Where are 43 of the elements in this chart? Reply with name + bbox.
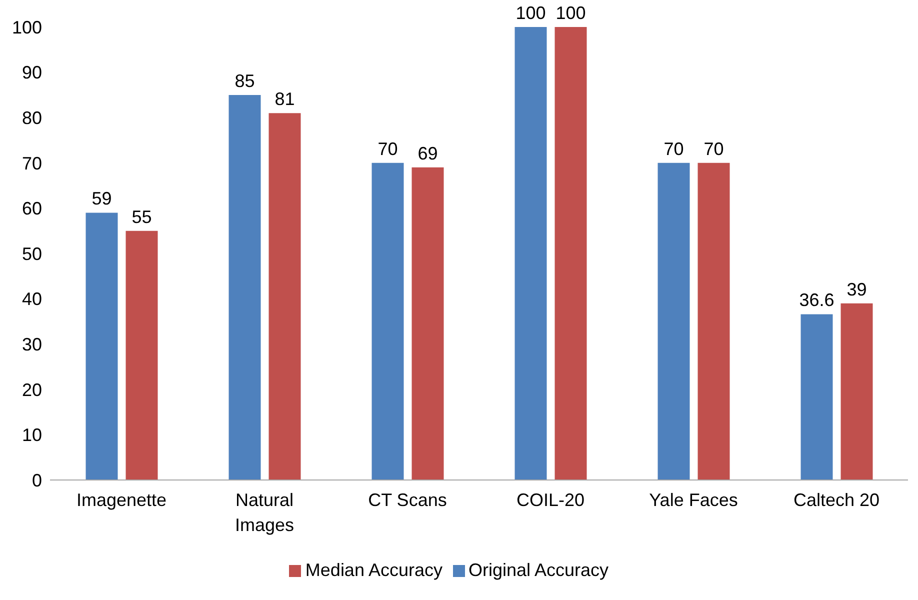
data-label: 100 bbox=[516, 3, 546, 23]
data-label: 59 bbox=[92, 188, 112, 209]
data-label: 69 bbox=[418, 143, 438, 164]
data-label: 55 bbox=[132, 206, 152, 227]
data-label: 36.6 bbox=[799, 290, 834, 310]
bar bbox=[800, 314, 833, 480]
y-tick-label: 50 bbox=[22, 244, 42, 264]
y-tick-label: 60 bbox=[22, 198, 42, 219]
y-tick-label: 90 bbox=[22, 62, 42, 83]
bar bbox=[514, 27, 547, 480]
y-tick-label: 80 bbox=[22, 108, 42, 128]
y-tick-label: 10 bbox=[22, 425, 42, 446]
bar bbox=[228, 94, 261, 480]
data-label: 70 bbox=[378, 138, 398, 159]
x-tick-label: COIL-20 bbox=[516, 490, 585, 510]
bar bbox=[372, 162, 404, 480]
bar bbox=[126, 230, 158, 480]
x-tick-label: CT Scans bbox=[368, 490, 447, 510]
y-tick-label: 70 bbox=[22, 153, 42, 174]
data-label: 70 bbox=[704, 138, 724, 159]
bar bbox=[698, 162, 730, 480]
y-tick-label: 40 bbox=[22, 289, 42, 310]
legend-label: Median Accuracy bbox=[305, 560, 442, 580]
bar bbox=[658, 162, 690, 480]
legend-label: Original Accuracy bbox=[468, 560, 609, 580]
data-label: 85 bbox=[234, 70, 255, 91]
x-tick-label: Imagenette bbox=[76, 490, 167, 510]
y-tick-label: 100 bbox=[12, 17, 42, 38]
bar bbox=[86, 212, 118, 480]
bar bbox=[840, 303, 873, 480]
data-label: 39 bbox=[846, 279, 867, 300]
y-tick-label: 20 bbox=[22, 380, 42, 400]
bar bbox=[268, 113, 301, 480]
y-tick-label: 0 bbox=[32, 470, 42, 490]
data-label: 100 bbox=[556, 3, 586, 23]
x-tick-label: Caltech 20 bbox=[793, 490, 880, 510]
x-tick-label: Natural Images bbox=[234, 490, 294, 535]
data-label: 70 bbox=[664, 138, 684, 159]
data-label: 81 bbox=[274, 89, 295, 110]
bar bbox=[554, 27, 587, 480]
x-tick-label: Yale Faces bbox=[649, 490, 738, 510]
bar bbox=[412, 167, 444, 480]
y-tick-label: 30 bbox=[22, 334, 42, 354]
